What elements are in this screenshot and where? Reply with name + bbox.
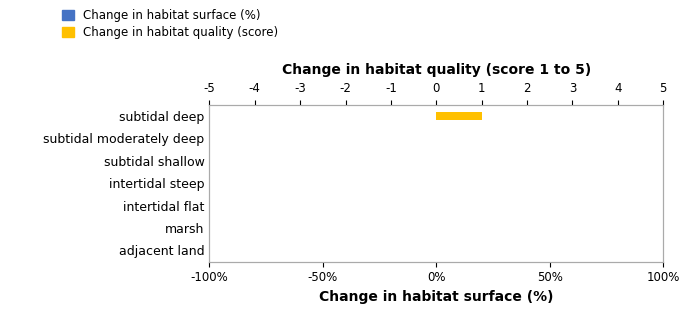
X-axis label: Change in habitat surface (%): Change in habitat surface (%) xyxy=(319,290,554,304)
Bar xyxy=(436,112,482,120)
X-axis label: Change in habitat quality (score 1 to 5): Change in habitat quality (score 1 to 5) xyxy=(281,62,591,77)
Legend: Change in habitat surface (%), Change in habitat quality (score): Change in habitat surface (%), Change in… xyxy=(61,9,278,39)
